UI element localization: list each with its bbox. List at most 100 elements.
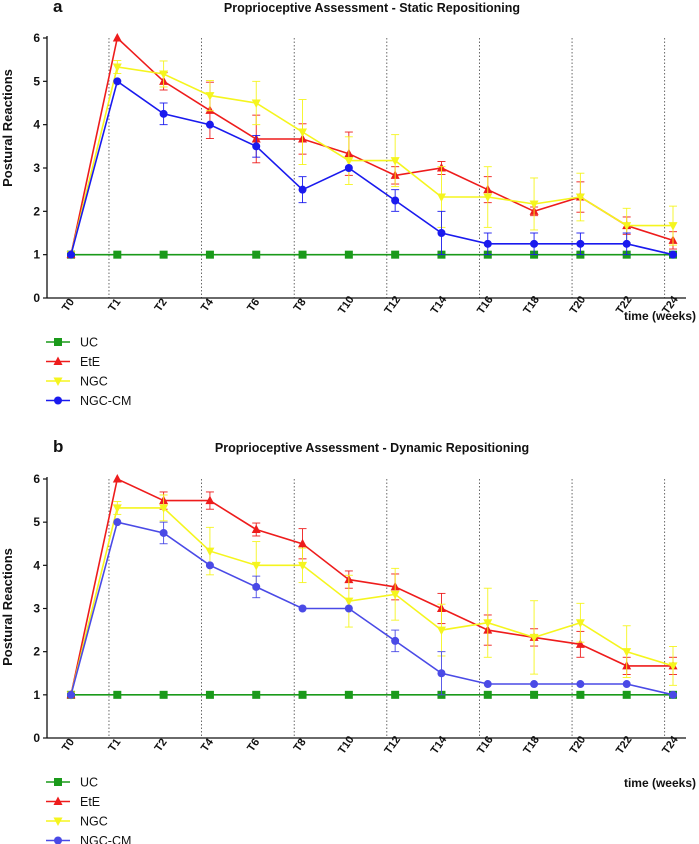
panel-a-ngc-cm-point (206, 121, 214, 129)
panel-b-legend-label: UC (80, 776, 98, 790)
panel-a-uc-point (113, 251, 121, 259)
panel-b-letter: b (53, 437, 63, 456)
panel-b-uc-point (113, 691, 121, 699)
panel-a-uc-point (206, 251, 214, 259)
panel-b-ete-point (252, 525, 261, 534)
panel-a-series-ete (67, 33, 678, 258)
panel-b-plot-area: 0123456T0 T1 T2 T4 T6 T8 T10 T12 T14 T16 T18 T20 T22… (33, 472, 686, 756)
panel-a-y-tick-label: 0 (33, 291, 40, 305)
panel-b-ngc-cm-point (437, 669, 445, 677)
panel-a-ngc-cm-point (160, 110, 168, 118)
panel-b-ngc-cm-point (391, 637, 399, 645)
panel-a-x-axis-label: time (weeks) (624, 309, 696, 323)
panel-a-ngc-cm-point (113, 77, 121, 85)
panel-b-ngc-cm-point (160, 529, 168, 537)
panel-b-ete-point (113, 474, 122, 483)
panel-a-y-axis-label: Postural Reactions (0, 69, 15, 187)
panel-b-y-tick-label: 2 (33, 645, 40, 659)
panel-a-ngc-point (298, 129, 307, 138)
panel-a-ngc-cm-point (623, 240, 631, 248)
panel-a-ngc-point (530, 200, 539, 209)
panel-a-chart: a Proprioceptive Assessment - Static Rep… (0, 0, 696, 408)
panel-a-uc-point (299, 251, 307, 259)
panel-b-ngc-cm-point (299, 605, 307, 613)
panel-b-uc-point (530, 691, 538, 699)
panel-a-x-tick-label: T1 (106, 297, 123, 314)
panel-b-y-tick-label: 5 (33, 515, 40, 529)
panel-b-uc-point (299, 691, 307, 699)
panel-a-ngc-cm-line (71, 81, 673, 254)
panel-b-uc-point (345, 691, 353, 699)
panel-b-series-uc (67, 691, 677, 699)
panel-b-x-tick-label: T0 (60, 737, 77, 754)
panel-b-x-axis-label: time (weeks) (624, 776, 696, 790)
panel-a-letter: a (53, 0, 63, 16)
panel-a-series-ngc (67, 61, 678, 260)
panel-b-ngc-cm-point (206, 561, 214, 569)
panel-b-ngc-cm-point (67, 691, 75, 699)
panel-b-uc-point (484, 691, 492, 699)
panel-b-ngc-cm-line (71, 522, 673, 695)
panel-a-y-tick-label: 5 (33, 74, 40, 88)
panel-b-ete-line (71, 479, 673, 695)
panel-b-legend-label: NGC-CM (80, 834, 131, 844)
panel-a-uc-point (345, 251, 353, 259)
panel-a-legend-label: UC (80, 336, 98, 350)
panel-a-legend-swatch-marker (54, 338, 62, 346)
panel-b-x-tick-label: T1 (106, 737, 123, 754)
panel-b-series-ngc-cm (67, 518, 677, 699)
panel-b-legend-swatch-marker (54, 778, 62, 786)
panel-a-legend-item-ete: EtE (46, 355, 100, 369)
panel-a-ngc-cm-point (252, 142, 260, 150)
panel-b-y-tick-label: 4 (33, 558, 40, 572)
panel-a-legend-label: NGC (80, 375, 108, 389)
panel-b-legend-item-ete: EtE (46, 795, 100, 809)
panel-a-ngc-cm-point (669, 251, 677, 259)
panel-a-x-tick-label: T8 (291, 297, 308, 314)
panel-b-x-tick-label: T2 (153, 737, 170, 754)
panel-b-x-tick-label: T14 (429, 733, 450, 756)
panel-b-legend-swatch-marker (54, 837, 62, 844)
panel-a-ngc-line (71, 67, 673, 255)
panel-a-ngc-cm-point (345, 164, 353, 172)
panel-a-legend-swatch-marker (54, 397, 62, 405)
panel-b-chart: b Proprioceptive Assessment - Dynamic Re… (0, 437, 696, 844)
panel-b-y-axis-label: Postural Reactions (0, 548, 15, 666)
panel-b-ngc-cm-point (252, 583, 260, 591)
panel-b-ngc-point (437, 627, 446, 636)
panel-a-legend: UC EtE NGC NGC-CM (46, 336, 131, 409)
panel-a-ngc-cm-point (484, 240, 492, 248)
panel-a-series-uc (67, 251, 677, 259)
panel-a-ngc-cm-point (576, 240, 584, 248)
panel-b-ngc-cm-point (530, 680, 538, 688)
panel-a-ngc-cm-point (67, 251, 75, 259)
panel-b-uc-point (252, 691, 260, 699)
panel-a-legend-label: EtE (80, 355, 100, 369)
panel-a-y-tick-label: 4 (33, 118, 40, 132)
panel-a-y-tick-label: 2 (33, 204, 40, 218)
panel-b-uc-point (576, 691, 584, 699)
panel-b-x-tick-label: T8 (291, 737, 308, 754)
panel-b-legend-item-ngc: NGC (46, 815, 108, 829)
figure: a Proprioceptive Assessment - Static Rep… (0, 0, 699, 844)
panel-a-uc-point (160, 251, 168, 259)
panel-a-legend-item-ngc: NGC (46, 375, 108, 389)
panel-b-y-tick-label: 6 (33, 472, 40, 486)
panel-b-legend-label: EtE (80, 795, 100, 809)
panel-a-ngc-cm-point (299, 186, 307, 194)
panel-b-ngc-cm-point (345, 605, 353, 613)
panel-a-ngc-point (252, 100, 261, 109)
panel-b-ngc-cm-point (484, 680, 492, 688)
panel-a-x-tick-label: T2 (153, 297, 170, 314)
panel-a-x-tick-label: T0 (60, 297, 77, 314)
panel-b-legend: UC EtE NGC NGC-CM (46, 776, 131, 844)
panel-a-ngc-cm-point (437, 229, 445, 237)
panel-a-uc-point (391, 251, 399, 259)
panel-b-uc-point (391, 691, 399, 699)
panel-b-legend-label: NGC (80, 815, 108, 829)
panel-b-ngc-cm-point (623, 680, 631, 688)
panel-b-legend-item-ngc-cm: NGC-CM (46, 834, 131, 844)
panel-a-x-tick-label: T6 (245, 297, 262, 314)
panel-b-y-tick-label: 1 (33, 688, 40, 702)
panel-b-y-tick-label: 0 (33, 731, 40, 745)
